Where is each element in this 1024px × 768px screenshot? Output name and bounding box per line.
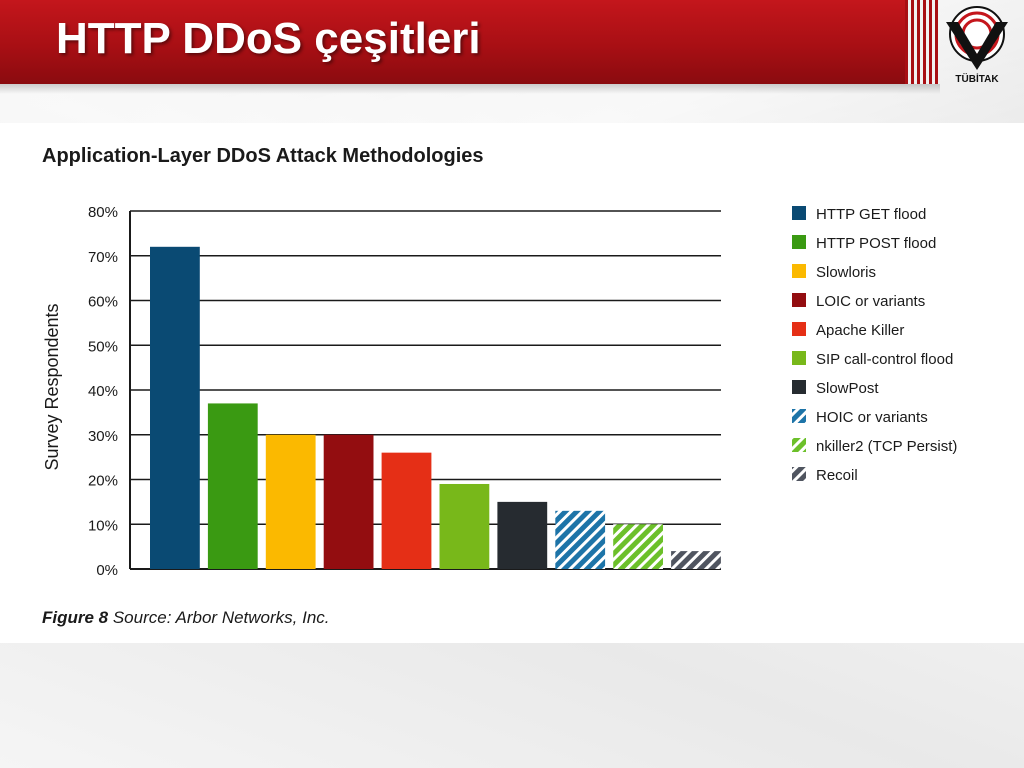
legend-swatch [792,438,806,452]
y-tick-label: 40% [88,383,118,400]
bar-8 [555,510,606,569]
title-bar-stripes [905,0,939,84]
legend-swatch [792,409,806,423]
legend-swatch [792,380,806,394]
y-axis-ticks: 0% 10% 20% 30% 40% 50% 60% 70% 80% [88,204,118,579]
y-tick-label: 70% [88,249,118,266]
y-tick-label: 80% [88,204,118,221]
bar-2 [207,403,258,569]
bar-4 [323,434,374,569]
legend-label: HTTP POST flood [816,235,936,252]
legend-swatch [792,351,806,365]
legend-label: SIP call-control flood [816,351,953,368]
legend-swatch [792,293,806,307]
bar-3 [265,434,316,569]
legend-label: SlowPost [816,380,879,397]
legend-label: HOIC or variants [816,409,928,426]
y-tick-label: 60% [88,294,118,311]
bar-chart: Application-Layer DDoS Attack Methodolog… [42,145,957,627]
legend-label: HTTP GET flood [816,206,926,223]
chart-title: Application-Layer DDoS Attack Methodolog… [42,145,484,167]
page-title: HTTP DDoS çeşitleri [56,14,481,63]
title-bar [0,0,915,84]
legend-label: LOIC or variants [816,293,925,310]
bar-6 [439,483,490,569]
legend-label: nkiller2 (TCP Persist) [816,438,957,455]
legend: HTTP GET flood HTTP POST flood Slowloris LO… [792,206,957,484]
y-axis-label: Survey Respondents [42,303,62,470]
bars [150,246,721,570]
title-bar-shadow [0,84,940,94]
tubitak-logo-icon [946,6,1008,70]
bar-7 [497,501,548,569]
legend-swatch [792,206,806,220]
legend-swatch [792,264,806,278]
y-tick-label: 50% [88,338,118,355]
y-tick-label: 30% [88,428,118,445]
y-tick-label: 10% [88,517,118,534]
legend-label: Recoil [816,467,858,484]
figure-caption: Figure 8 Source: Arbor Networks, Inc. [42,608,330,627]
bar-9 [613,524,663,569]
legend-swatch [792,467,806,481]
logo-text: TÜBİTAK [955,74,999,85]
chart-panel: Application-Layer DDoS Attack Methodolog… [0,123,1024,643]
y-tick-label: 20% [88,473,118,490]
legend-label: Apache Killer [816,322,904,339]
figure-caption-source: Source: Arbor Networks, Inc. [108,608,329,627]
bar-10 [671,551,721,569]
legend-swatch [792,322,806,336]
legend-label: Slowloris [816,264,876,281]
y-tick-label: 0% [96,562,118,579]
bar-1 [150,246,200,570]
legend-swatch [792,235,806,249]
bar-5 [381,452,432,569]
figure-caption-label: Figure 8 [42,608,109,627]
